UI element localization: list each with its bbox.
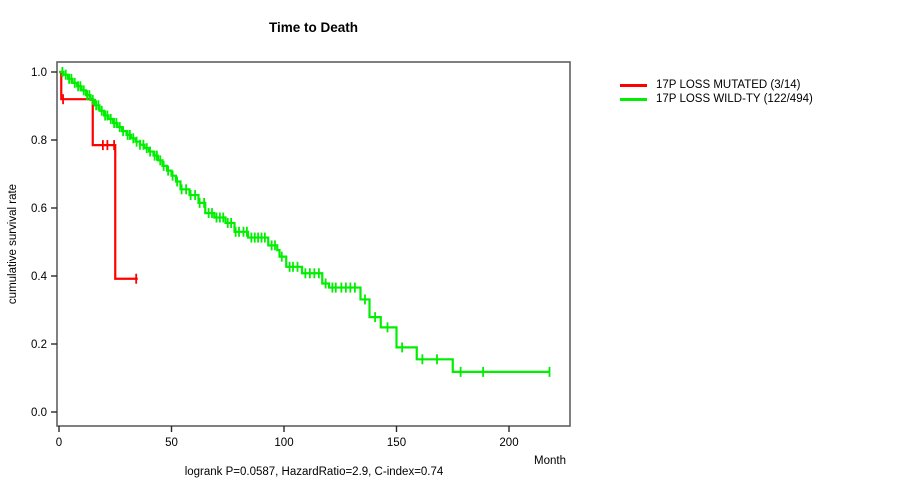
plot-frame xyxy=(56,61,571,427)
legend-label-wildtype: 17P LOSS WILD-TY (122/494) xyxy=(656,93,813,105)
legend-item-mutated: 17P LOSS MUTATED (3/14) xyxy=(620,78,813,92)
chart-title: Time to Death xyxy=(268,20,358,35)
x-axis-tick-label: 200 xyxy=(499,437,518,449)
legend-label-mutated: 17P LOSS MUTATED (3/14) xyxy=(656,79,801,91)
legend: 17P LOSS MUTATED (3/14) 17P LOSS WILD-TY… xyxy=(620,78,813,106)
y-axis-tick-label: 0.4 xyxy=(31,271,48,283)
series-mutated xyxy=(59,70,138,284)
legend-line-mutated-icon xyxy=(620,83,647,87)
stats-caption: logrank P=0.0587, HazardRatio=2.9, C-ind… xyxy=(184,466,444,478)
legend-item-wildtype: 17P LOSS WILD-TY (122/494) xyxy=(620,92,813,106)
wildtype-survival-curve xyxy=(59,70,550,373)
x-axis-label: Month xyxy=(534,455,566,467)
x-axis-tick-label: 0 xyxy=(56,437,62,449)
x-axis-tick-label: 150 xyxy=(387,437,406,449)
series-wildtype xyxy=(59,67,551,377)
x-axis-tick-label: 100 xyxy=(274,437,293,449)
mutated-survival-curve xyxy=(59,70,138,280)
y-axis-tick-label: 0.2 xyxy=(31,339,47,351)
y-axis-tick-label: 0.8 xyxy=(31,135,47,147)
x-axis: 0 50 100 150 200 xyxy=(56,426,519,449)
y-axis-tick-label: 0.6 xyxy=(31,203,47,215)
legend-line-wildtype-icon xyxy=(620,97,647,101)
y-axis-tick-label: 0.0 xyxy=(31,407,47,419)
y-axis-tick-label: 1.0 xyxy=(31,67,47,79)
y-axis: 0.0 0.2 0.4 0.6 0.8 1.0 xyxy=(31,67,57,419)
x-axis-tick-label: 50 xyxy=(165,437,178,449)
